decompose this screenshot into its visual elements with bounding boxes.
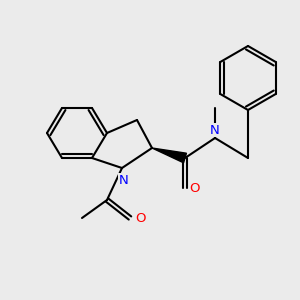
Text: N: N	[119, 173, 129, 187]
Text: O: O	[135, 212, 145, 224]
Text: N: N	[210, 124, 220, 136]
Text: O: O	[190, 182, 200, 194]
Polygon shape	[152, 148, 187, 163]
